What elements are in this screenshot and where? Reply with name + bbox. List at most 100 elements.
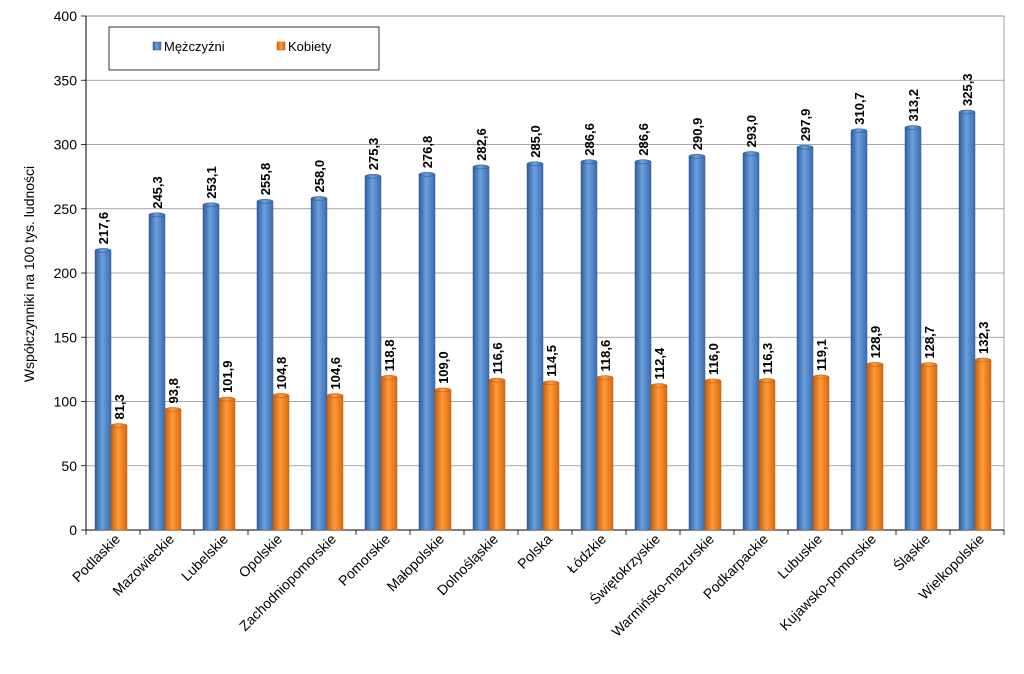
data-label-women: 128,7 xyxy=(922,326,937,359)
bar-women-top xyxy=(812,374,830,380)
x-tick-label: Lubelskie xyxy=(178,531,231,584)
bar-women xyxy=(542,382,560,531)
bar-men xyxy=(634,161,652,531)
bar-women-top xyxy=(758,378,776,383)
y-tick-label: 0 xyxy=(69,522,77,538)
data-label-women: 118,6 xyxy=(598,340,613,372)
bar-women-top xyxy=(704,378,722,384)
data-label-men: 255,8 xyxy=(258,163,273,196)
data-label-men: 285,0 xyxy=(528,125,543,158)
x-tick-label: Zachodniopomorskie xyxy=(236,531,339,634)
y-tick-label: 100 xyxy=(54,394,78,410)
bar-men xyxy=(688,155,706,531)
data-label-men: 217,6 xyxy=(96,212,111,245)
bar-men xyxy=(364,175,382,531)
bar-men xyxy=(796,146,814,531)
bar-men xyxy=(202,204,220,531)
y-tick-label: 400 xyxy=(54,8,78,24)
bar-men-top xyxy=(796,144,814,150)
bar-women-top xyxy=(650,383,668,388)
x-tick-label: Lubuskie xyxy=(774,531,825,582)
bar-women xyxy=(704,380,722,531)
data-label-men: 310,7 xyxy=(852,92,867,125)
bar-women xyxy=(758,380,776,531)
bar-men xyxy=(256,201,274,531)
bar-men-top xyxy=(148,212,166,218)
x-tick-label: Kujawsko-pomorskie xyxy=(776,531,879,634)
bar-women-top xyxy=(326,393,344,398)
bar-men-top xyxy=(634,159,652,164)
y-tick-labels: 0 50 100 150 200 250 300 350 400 xyxy=(54,8,86,538)
bar-men-top xyxy=(202,202,220,208)
bar-women-top xyxy=(434,387,452,393)
legend-swatch-women xyxy=(276,41,286,51)
bar-women xyxy=(164,409,182,531)
data-labels: 217,6 81,3 245,3 93,8 253,1 101,9 255,8 104,8 25… xyxy=(96,73,991,419)
bar-women-top xyxy=(596,375,614,380)
x-tick-label: Warmińsko-mazurskie xyxy=(608,531,717,640)
data-label-men: 258,0 xyxy=(312,160,327,193)
y-axis-label: Współczynniki na 100 tys. ludności xyxy=(21,166,37,382)
bar-women xyxy=(866,364,884,531)
y-tick-label: 350 xyxy=(54,72,78,88)
bar-men xyxy=(148,214,166,531)
bar-men xyxy=(958,111,976,531)
data-label-women: 109,0 xyxy=(436,351,451,384)
bar-women-top xyxy=(542,380,560,386)
x-tick-label: Polska xyxy=(514,531,555,572)
bar-women xyxy=(380,377,398,531)
bar-women xyxy=(974,359,992,531)
data-label-men: 325,3 xyxy=(960,73,975,106)
bar-women-top xyxy=(272,393,290,398)
bar-women xyxy=(488,379,506,531)
data-label-men: 290,9 xyxy=(690,118,705,151)
data-label-men: 245,3 xyxy=(150,176,165,209)
bar-women xyxy=(272,395,290,531)
bar-women-top xyxy=(866,362,884,367)
bar-women-top xyxy=(380,375,398,380)
bar-men-top xyxy=(904,125,922,130)
bar-women-top xyxy=(920,362,938,367)
bar-men-top xyxy=(580,159,598,164)
bar-men xyxy=(526,163,544,531)
bars xyxy=(94,109,992,531)
x-tick-label: Łódzkie xyxy=(564,531,610,577)
legend-label-men: Mężczyźni xyxy=(164,39,225,54)
legend: Mężczyźni Kobiety xyxy=(108,26,380,71)
data-label-men: 297,9 xyxy=(798,109,813,142)
bar-women-top xyxy=(164,407,182,412)
bar-men xyxy=(850,130,868,531)
bar-women xyxy=(434,389,452,531)
data-label-women: 118,8 xyxy=(382,340,397,372)
bar-men-top xyxy=(364,173,382,179)
y-tick-label: 150 xyxy=(54,329,78,345)
data-label-women: 116,0 xyxy=(706,343,721,375)
bar-men xyxy=(742,153,760,531)
bar-women-top xyxy=(974,357,992,363)
bar-men xyxy=(904,127,922,531)
bar-men-top xyxy=(418,172,436,177)
bar-women xyxy=(218,398,236,531)
bar-women xyxy=(326,395,344,531)
grid-lines xyxy=(86,15,1004,467)
bar-women-top xyxy=(218,396,236,402)
data-label-women: 132,3 xyxy=(976,321,991,354)
data-label-men: 275,3 xyxy=(366,138,381,171)
x-tick-label: Podlaskie xyxy=(69,531,123,585)
y-tick-label: 300 xyxy=(54,137,78,153)
bar-women xyxy=(650,385,668,531)
bar-men-top xyxy=(472,164,490,170)
bar-women-top xyxy=(488,377,506,383)
bar-men xyxy=(418,174,436,531)
y-tick-label: 200 xyxy=(54,265,78,281)
legend-label-women: Kobiety xyxy=(288,39,332,54)
data-label-women: 93,8 xyxy=(166,378,181,403)
data-label-women: 116,3 xyxy=(760,343,775,375)
bar-men xyxy=(94,250,112,531)
legend-swatch-men xyxy=(152,41,162,51)
bar-women-top xyxy=(110,423,128,428)
bar-men-top xyxy=(94,248,112,253)
